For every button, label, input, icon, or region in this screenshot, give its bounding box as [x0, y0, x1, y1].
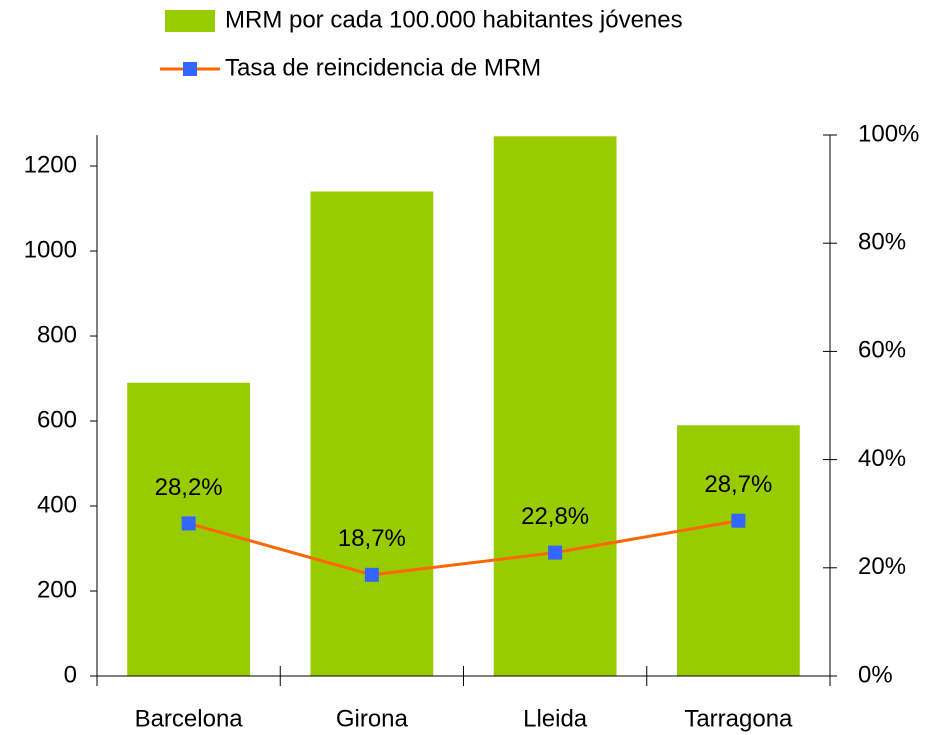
line: [188, 519, 739, 577]
marker: [548, 545, 563, 560]
y2-tick-label: 40%: [858, 445, 906, 472]
bar: [310, 191, 434, 676]
y2-tick-label: 20%: [858, 553, 906, 580]
data-label: 28,2%: [155, 474, 223, 501]
x-tick-label: Tarragona: [684, 705, 793, 732]
bar: [493, 136, 617, 676]
y-tick-label: 200: [37, 576, 77, 603]
y2-tick-label: 60%: [858, 337, 906, 364]
marker: [181, 516, 196, 531]
y-tick-label: 0: [64, 661, 77, 688]
x-tick-label: Barcelona: [135, 705, 244, 732]
y2-tick-label: 80%: [858, 229, 906, 256]
x-tick-label: Girona: [336, 705, 409, 732]
marker: [364, 567, 379, 582]
data-label: 22,8%: [521, 503, 589, 530]
y-tick-label: 400: [37, 491, 77, 518]
bar: [676, 425, 800, 676]
x-tick-label: Lleida: [523, 705, 588, 732]
data-label: 18,7%: [338, 525, 406, 552]
y-tick-label: 800: [37, 321, 77, 348]
legend-marker: [183, 62, 197, 76]
legend-swatch: [165, 10, 215, 32]
y-tick-label: 600: [37, 406, 77, 433]
y2-tick-label: 0%: [858, 661, 893, 688]
legend-label: MRM por cada 100.000 habitantes jóvenes: [225, 6, 683, 33]
y-tick-label: 1000: [24, 236, 77, 263]
marker: [731, 513, 746, 528]
y2-tick-label: 100%: [858, 120, 919, 147]
data-label: 28,7%: [704, 471, 772, 498]
legend-label: Tasa de reincidencia de MRM: [225, 54, 541, 81]
y-tick-label: 1200: [24, 151, 77, 178]
